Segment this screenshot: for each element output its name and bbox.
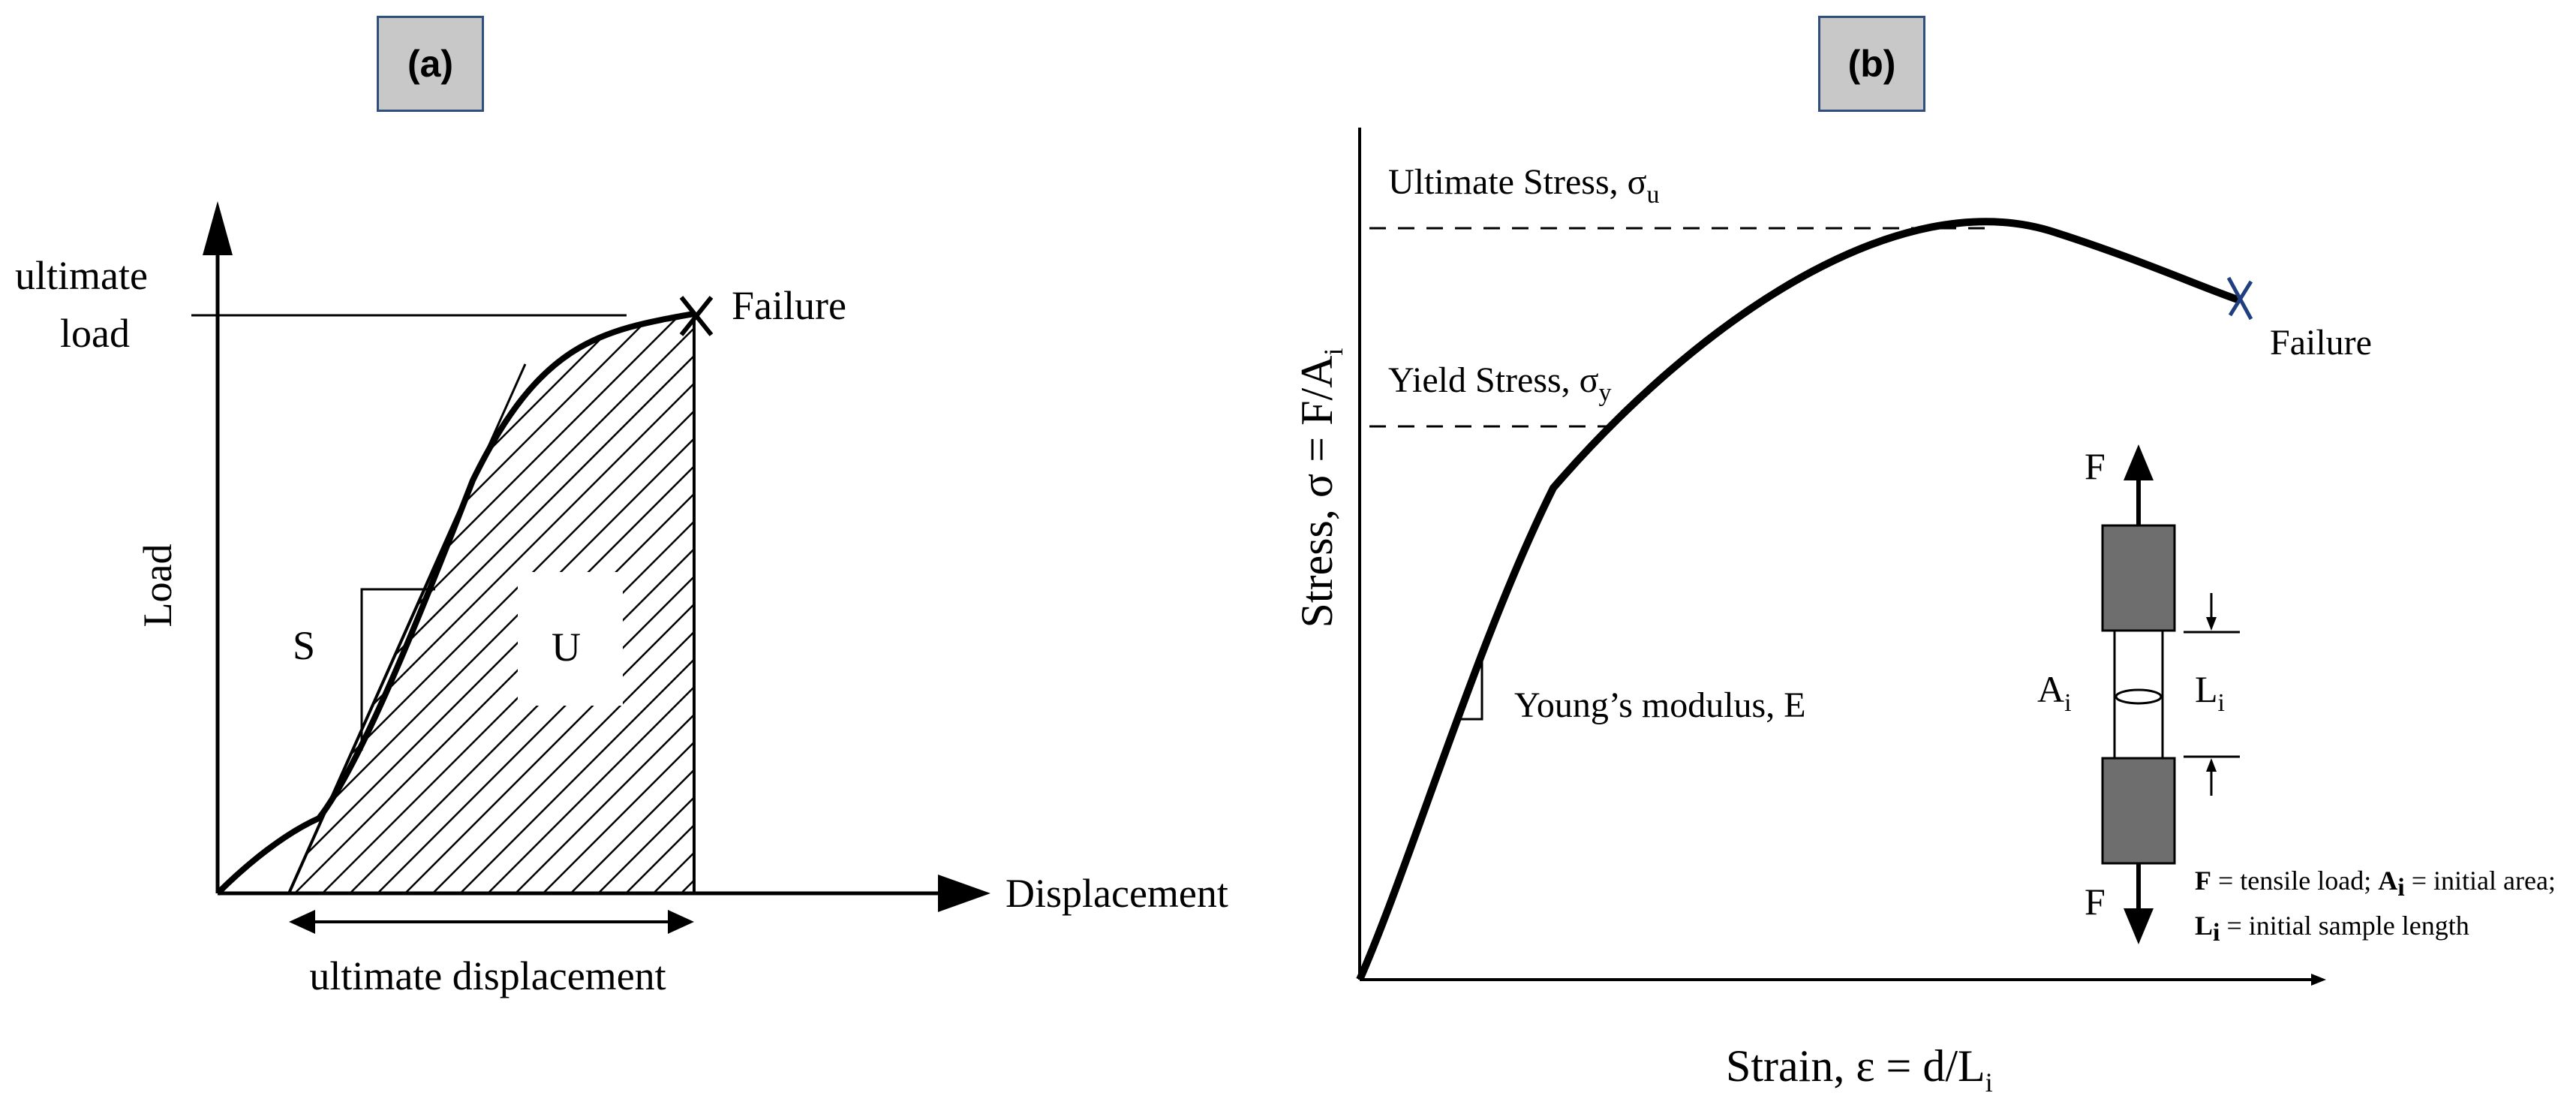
stress-strain-curve: [1356, 218, 2241, 982]
panel-a-x-arrow: [938, 875, 990, 912]
ultimate-displacement-arrow-right: [668, 910, 694, 934]
lower-grip: [2101, 757, 2176, 865]
yield-stress-text: Yield Stress, σy: [1388, 360, 1612, 407]
force-bottom-label: F: [2085, 881, 2106, 923]
ultimate-load-text-2: load: [60, 311, 130, 356]
region-s-label: S: [293, 623, 315, 668]
u-label-box: [518, 572, 623, 706]
length-label: Li: [2195, 668, 2225, 717]
hatched-area-u: [289, 314, 694, 893]
length-arrowhead-bottom: [2206, 758, 2217, 772]
load-displacement-curve: [215, 311, 695, 896]
tangent-line: [287, 363, 527, 894]
panel-a-x-axis-label: Displacement: [1005, 871, 1228, 916]
panel-b-label: (b): [1818, 16, 1925, 112]
panel-a-failure-text: Failure: [732, 283, 846, 328]
panel-b-label-text: (b): [1847, 43, 1896, 85]
panel-a-y-arrow: [203, 201, 233, 255]
panel-b-x-arrow: [2311, 974, 2326, 986]
force-top-label: F: [2085, 445, 2106, 487]
panel-a-diagram: ultimate load Failure Load S U Displacem…: [15, 201, 1228, 998]
length-arrowhead-top: [2206, 617, 2217, 631]
panel-b-diagram: Ultimate Stress, σu Yield Stress, σy Fai…: [1292, 128, 2556, 1096]
top-force-arrowhead: [2124, 444, 2154, 480]
panel-a-failure-mark: [679, 296, 714, 336]
area-label: Ai: [2037, 668, 2072, 717]
panel-a-y-axis-label: Load: [135, 544, 180, 628]
panel-b-x-axis-label: Strain, ε = d/Li: [1726, 1041, 1993, 1096]
cross-section-ellipse: [2115, 688, 2163, 705]
specimen-legend-line-1: F = tensile load; Ai = initial area;: [2195, 866, 2556, 902]
youngs-modulus-text: Young’s modulus, E: [1514, 685, 1806, 725]
ultimate-stress-text: Ultimate Stress, σu: [1388, 162, 1660, 209]
panel-a-label: (a): [377, 16, 484, 112]
region-u-label: U: [552, 625, 581, 670]
panel-b-y-axis-label: Stress, σ = F/Ai: [1292, 348, 1348, 628]
upper-grip: [2101, 524, 2176, 632]
panel-b-failure-text: Failure: [2270, 323, 2372, 363]
tensile-specimen: F F Ai Li: [2037, 444, 2240, 944]
ultimate-displacement-text: ultimate displacement: [309, 953, 666, 998]
specimen-legend-line-2: Li = initial sample length: [2195, 911, 2469, 947]
ultimate-displacement-arrow-left: [289, 910, 315, 934]
ultimate-load-text-1: ultimate: [15, 253, 148, 298]
bottom-force-arrowhead: [2124, 908, 2154, 944]
panel-a-label-text: (a): [407, 43, 454, 85]
slope-triangle-s: [360, 588, 435, 751]
panel-b-failure-mark: [2226, 276, 2253, 321]
youngs-modulus-triangle: [1459, 661, 1483, 721]
